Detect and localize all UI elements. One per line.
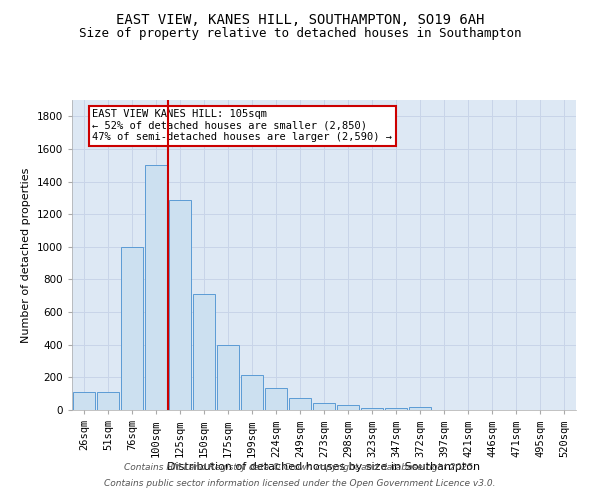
Text: EAST VIEW KANES HILL: 105sqm
← 52% of detached houses are smaller (2,850)
47% of: EAST VIEW KANES HILL: 105sqm ← 52% of de… bbox=[92, 110, 392, 142]
Bar bbox=[385, 408, 407, 410]
Bar bbox=[121, 247, 143, 410]
Bar bbox=[73, 392, 95, 410]
Bar bbox=[337, 405, 359, 410]
X-axis label: Distribution of detached houses by size in Southampton: Distribution of detached houses by size … bbox=[167, 462, 481, 472]
Bar bbox=[289, 398, 311, 410]
Bar bbox=[241, 375, 263, 410]
Text: Contains public sector information licensed under the Open Government Licence v3: Contains public sector information licen… bbox=[104, 478, 496, 488]
Text: EAST VIEW, KANES HILL, SOUTHAMPTON, SO19 6AH: EAST VIEW, KANES HILL, SOUTHAMPTON, SO19… bbox=[116, 12, 484, 26]
Bar bbox=[169, 200, 191, 410]
Bar bbox=[409, 406, 431, 410]
Bar bbox=[313, 404, 335, 410]
Y-axis label: Number of detached properties: Number of detached properties bbox=[21, 168, 31, 342]
Bar bbox=[361, 408, 383, 410]
Bar bbox=[193, 294, 215, 410]
Text: Size of property relative to detached houses in Southampton: Size of property relative to detached ho… bbox=[79, 28, 521, 40]
Bar bbox=[217, 344, 239, 410]
Bar bbox=[145, 166, 167, 410]
Bar bbox=[97, 392, 119, 410]
Text: Contains HM Land Registry data © Crown copyright and database right 2025.: Contains HM Land Registry data © Crown c… bbox=[124, 464, 476, 472]
Bar bbox=[265, 388, 287, 410]
